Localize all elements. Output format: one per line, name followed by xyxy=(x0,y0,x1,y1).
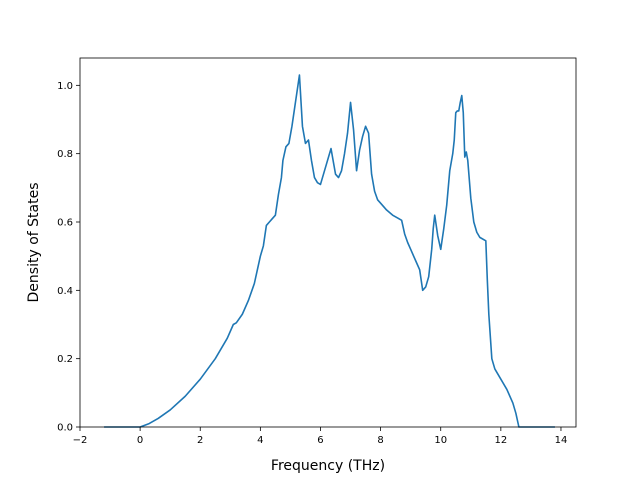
x-tick-label: 8 xyxy=(377,435,383,446)
dos-series-line xyxy=(104,74,555,428)
y-tick-label: 0.4 xyxy=(57,286,73,297)
y-tick-label: 0.6 xyxy=(57,218,73,229)
x-tick-label: 4 xyxy=(257,435,263,446)
x-axis-ticks: −2 0 2 4 6 8 10 12 14 xyxy=(73,427,568,446)
y-tick-label: 0.8 xyxy=(57,149,73,160)
y-tick-label: 0.2 xyxy=(57,354,73,365)
x-tick-label: 6 xyxy=(317,435,323,446)
x-tick-label: 12 xyxy=(494,435,507,446)
x-tick-label: 0 xyxy=(137,435,143,446)
y-tick-label: 0.0 xyxy=(57,423,73,434)
y-tick-label: 1.0 xyxy=(57,81,73,92)
x-tick-label: 2 xyxy=(197,435,203,446)
y-axis-ticks: 0.0 0.2 0.4 0.6 0.8 1.0 xyxy=(57,81,80,434)
y-axis-label: Density of States xyxy=(26,183,42,303)
x-tick-label: 10 xyxy=(434,435,447,446)
plot-frame xyxy=(79,57,577,428)
x-tick-label: −2 xyxy=(73,435,88,446)
x-axis-label: Frequency (THz) xyxy=(271,458,385,474)
series-layer xyxy=(104,74,555,428)
x-tick-label: 14 xyxy=(555,435,568,446)
